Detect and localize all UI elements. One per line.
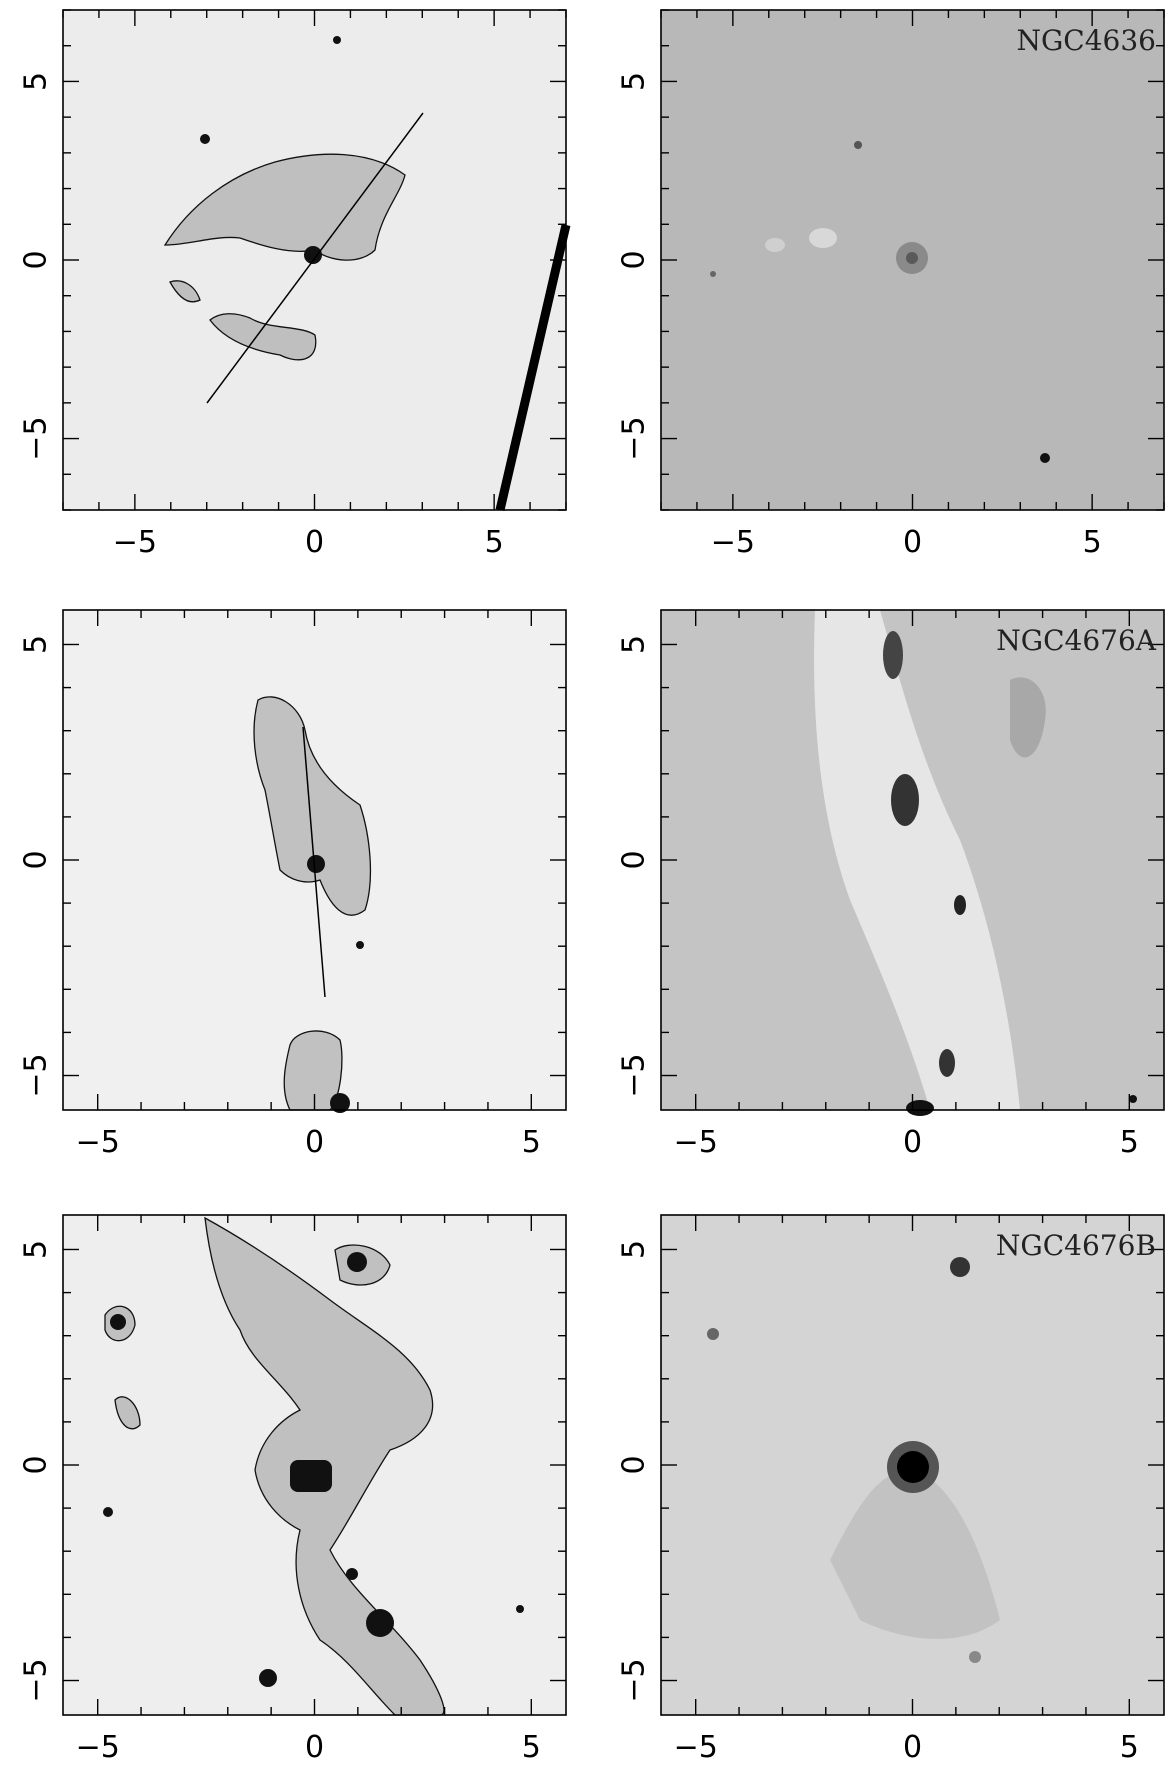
- axes-ngc4676b-halpha: −5 0 5 5 0 −5: [19, 1214, 567, 1765]
- y-tick-label: 0: [19, 250, 54, 269]
- y-tick-label: −5: [19, 1053, 54, 1097]
- x-tick-label: 0: [903, 1125, 922, 1160]
- y-tick-label: −5: [617, 1658, 652, 1702]
- y-tick-label: 5: [617, 72, 652, 91]
- x-tick-label: 5: [1120, 1730, 1139, 1765]
- axes-ngc4676a-continuum: −5 0 5 5 0 −5 NGC4676A: [617, 609, 1165, 1160]
- x-tick-label: 0: [305, 1730, 324, 1765]
- continuum-sources: [707, 1257, 1000, 1663]
- x-tick-label: 5: [1120, 1125, 1139, 1160]
- axes-ngc4636-halpha: −5 0 5 5 0 −5: [19, 9, 567, 560]
- x-tick-label: 5: [485, 525, 504, 560]
- y-tick-label: 5: [19, 72, 54, 91]
- y-tick-label: 0: [19, 850, 54, 869]
- y-tick-label: −5: [617, 416, 652, 460]
- detector-edge-artifact: [495, 223, 571, 512]
- galaxy-name-label: NGC4676A: [996, 624, 1157, 657]
- x-tick-label: −5: [76, 1730, 120, 1765]
- x-tick-label: 5: [522, 1125, 541, 1160]
- axes-ngc4676b-continuum: −5 0 5 5 0 −5 NGC4676B: [617, 1214, 1165, 1765]
- continuum-structure: [814, 610, 1137, 1116]
- y-tick-label: −5: [19, 416, 54, 460]
- x-tick-label: 5: [522, 1730, 541, 1765]
- y-tick-label: 0: [19, 1455, 54, 1474]
- panel-ngc4676b-halpha: [63, 1215, 566, 1716]
- panel-ngc4636-halpha: [63, 10, 571, 512]
- y-tick-label: 0: [617, 250, 652, 269]
- galaxy-name-label: NGC4636: [1016, 24, 1156, 57]
- x-tick-label: −5: [76, 1125, 120, 1160]
- halpha-emission-contours: [253, 696, 372, 1113]
- halpha-emission-contours: [163, 36, 406, 361]
- axes-ngc4676a-halpha: −5 0 5 5 0 −5: [19, 609, 567, 1160]
- slit-position-line: [206, 112, 424, 404]
- x-tick-label: 0: [305, 1125, 324, 1160]
- galaxy-name-label: NGC4676B: [996, 1229, 1156, 1262]
- y-tick-label: 0: [617, 850, 652, 869]
- x-tick-label: −5: [711, 525, 755, 560]
- x-tick-label: 5: [1083, 525, 1102, 560]
- y-tick-label: 5: [617, 635, 652, 654]
- axes-ngc4636-continuum: −5 0 5 5 0 −5 NGC4636: [617, 9, 1165, 560]
- x-tick-label: 0: [903, 1730, 922, 1765]
- panel-ngc4676a-continuum: [661, 610, 1164, 1116]
- slit-position-line: [302, 726, 326, 998]
- x-tick-label: −5: [113, 525, 157, 560]
- y-tick-label: −5: [19, 1658, 54, 1702]
- x-tick-label: −5: [674, 1730, 718, 1765]
- y-tick-label: −5: [617, 1053, 652, 1097]
- y-tick-label: 0: [617, 1455, 652, 1474]
- panel-ngc4676b-continuum: [661, 1215, 1164, 1715]
- axes-layer: −5 0 5 5 0 −5 −5 0 5 5 0 −5 NGC4636 −5 0 5 5 0 −5 −5 0 5 5 0 −5 N…: [19, 9, 1165, 1765]
- halpha-emission-contours: [103, 1216, 524, 1716]
- y-tick-label: 5: [19, 1240, 54, 1259]
- x-tick-label: −5: [674, 1125, 718, 1160]
- panel-ngc4676a-halpha: [63, 610, 566, 1113]
- y-tick-label: 5: [19, 635, 54, 654]
- continuum-sources: [710, 141, 1050, 463]
- y-tick-label: 5: [617, 1240, 652, 1259]
- panel-ngc4636-continuum: [661, 10, 1164, 510]
- x-tick-label: 0: [305, 525, 324, 560]
- x-tick-label: 0: [903, 525, 922, 560]
